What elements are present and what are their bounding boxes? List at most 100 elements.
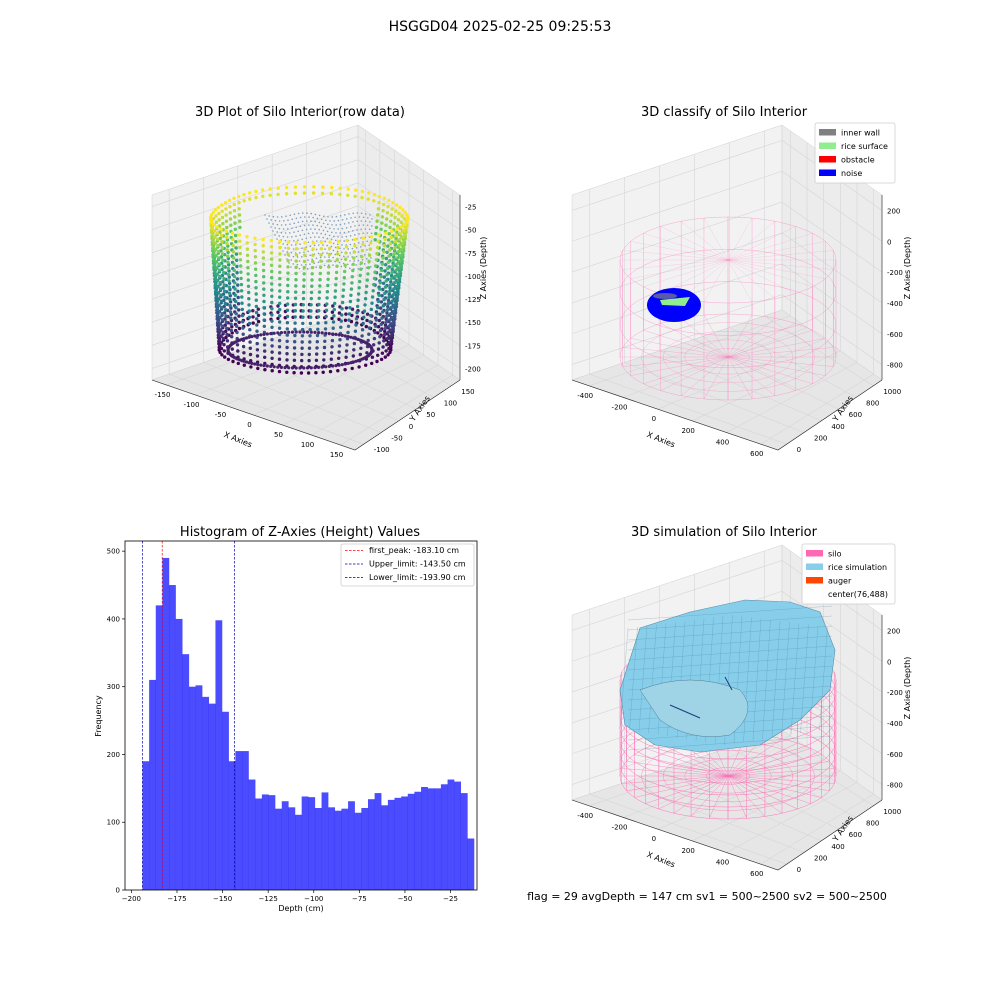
histogram-bar [222, 711, 229, 890]
histogram-bar [401, 796, 408, 890]
panel1-x-tick-label: 100 [301, 441, 314, 449]
histogram-bar [295, 814, 302, 890]
histogram-bar [407, 793, 415, 890]
panel4-legend-swatch [806, 577, 823, 584]
histogram-bar [288, 807, 296, 890]
histogram-bar [394, 797, 402, 890]
histogram-bar [142, 761, 150, 890]
panel3-y-tick-label: 200 [107, 751, 120, 759]
panel1-z-tick-label: -25 [465, 204, 476, 212]
histogram-bar [175, 618, 183, 890]
panel4-y-tick-label: 0 [797, 866, 801, 874]
histogram-bar [348, 801, 355, 890]
panel2-legend-label: noise [841, 169, 862, 178]
panel2-legend-swatch [819, 142, 836, 149]
histogram-bar [255, 798, 263, 890]
panel1-z-tick-label: -200 [465, 365, 481, 373]
histogram-bar [149, 679, 156, 890]
panel3-legend-label: Lower_limit: -193.90 cm [369, 573, 466, 582]
panel4-y-tick-label: 800 [866, 820, 879, 828]
panel4-y-tick-label: 600 [849, 831, 862, 839]
panel3-bars [142, 557, 475, 890]
panel3-y-tick-label: 400 [107, 615, 120, 623]
histogram-bar [228, 761, 236, 890]
panel1-xlabel: X Axies [223, 430, 254, 449]
panel2-y-tick-label: 1000 [883, 388, 901, 396]
panel1-z-tick-label: -50 [465, 227, 476, 235]
histogram-bar [155, 605, 163, 890]
panel4-z-tick-label: -400 [887, 720, 903, 728]
panel2-z-tick-label: -200 [887, 269, 903, 277]
panel2-z-tick-label: -600 [887, 331, 903, 339]
histogram-bar [367, 799, 375, 890]
panel4-y-tick-label: 400 [831, 843, 844, 851]
panel3-y-tick-label: 300 [107, 683, 120, 691]
panel3-ticks: −200 −175 −150 −125 −100 −75 −50 −25 0 100 200 300 4… [107, 548, 458, 903]
panel1-x-tick-label: 150 [330, 451, 343, 459]
panel1-y-tick-label: 100 [444, 400, 457, 408]
panel4-rice-surface [619, 599, 836, 753]
panel2-x-tick-label: 0 [652, 415, 656, 423]
panel3-legend-label: first_peak: -183.10 cm [369, 546, 459, 555]
panel4-x-tick-label: -400 [577, 812, 593, 820]
panel3-ylabel: Frequency [94, 695, 103, 737]
panel4-x-tick-label: 600 [750, 870, 763, 878]
panel1-tick-labels: -150-100-50050100150-100-50050100150-25-… [155, 204, 481, 459]
histogram-bar [195, 685, 203, 890]
panel1-zlabel: Z Axies (Depth) [479, 237, 488, 300]
histogram-bar [281, 801, 289, 890]
histogram-bar [261, 794, 269, 890]
panel3-x-tick-label: −200 [122, 895, 141, 903]
panel1-y-tick-label: -100 [374, 446, 390, 454]
panel-simulation: 3D simulation of Silo Interior -400 -200 0… [571, 525, 912, 878]
panel1-z-tick-label: -75 [465, 250, 476, 258]
panel4-y-tick-label: 1000 [883, 808, 901, 816]
panel1-z-tick-label: -100 [465, 273, 481, 281]
panel4-x-tick-label: 0 [652, 835, 656, 843]
panel1-x-tick-label: 0 [247, 421, 251, 429]
panel-classify: 3D classify of Silo Interior -400 -200 0 20… [571, 105, 912, 458]
histogram-bar [387, 799, 395, 890]
panel2-legend-label: inner wall [841, 129, 880, 138]
panel2-y-tick-label: 400 [831, 423, 844, 431]
panel3-legend: first_peak: -183.10 cm Upper_limit: -143.… [340, 543, 475, 587]
panel4-legend-swatch [806, 563, 823, 570]
panel3-legend-label: Upper_limit: -143.50 cm [369, 560, 466, 569]
panel1-y-tick-label: 150 [461, 388, 474, 396]
histogram-bar [421, 786, 428, 890]
panel2-z-tick-label: 200 [887, 207, 900, 215]
panel2-x-tick-label: 200 [681, 427, 694, 435]
panel1-y-tick-label: -50 [391, 435, 402, 443]
histogram-bar [314, 808, 322, 890]
figure-suptitle: HSGGD04 2025-02-25 09:25:53 [389, 19, 612, 35]
histogram-bar [321, 792, 329, 890]
histogram-bar [467, 838, 475, 890]
histogram-bar [328, 807, 336, 890]
panel4-legend: silo rice simulation auger center(76,488) [801, 543, 896, 605]
panel3-x-tick-label: −25 [443, 895, 458, 903]
panel1-title: 3D Plot of Silo Interior(row data) [195, 105, 405, 120]
histogram-bar [381, 805, 389, 890]
histogram-bar [447, 779, 455, 890]
panel2-legend-label: rice surface [841, 142, 888, 151]
histogram-bar [354, 812, 362, 890]
histogram-bar [414, 791, 422, 890]
panel2-legend-label: obstacle [841, 156, 875, 165]
panel3-xlabel: Depth (cm) [278, 904, 323, 913]
histogram-bar [434, 788, 442, 890]
histogram-bar [241, 751, 249, 890]
panel2-classified-points [647, 288, 701, 322]
panel2-z-tick-label: -400 [887, 300, 903, 308]
panel3-vlines [142, 541, 235, 890]
histogram-bar [334, 810, 342, 890]
histogram-bar [308, 797, 316, 890]
panel1-y-tick-label: 50 [426, 411, 435, 419]
panel3-x-tick-label: −75 [352, 895, 367, 903]
histogram-bar [361, 808, 369, 890]
panel1-x-tick-label: -50 [215, 411, 226, 419]
histogram-bar [215, 620, 223, 890]
panel4-x-tick-label: 200 [681, 847, 694, 855]
panel1-x-tick-label: -100 [184, 401, 200, 409]
panel2-z-tick-label: -800 [887, 362, 903, 370]
